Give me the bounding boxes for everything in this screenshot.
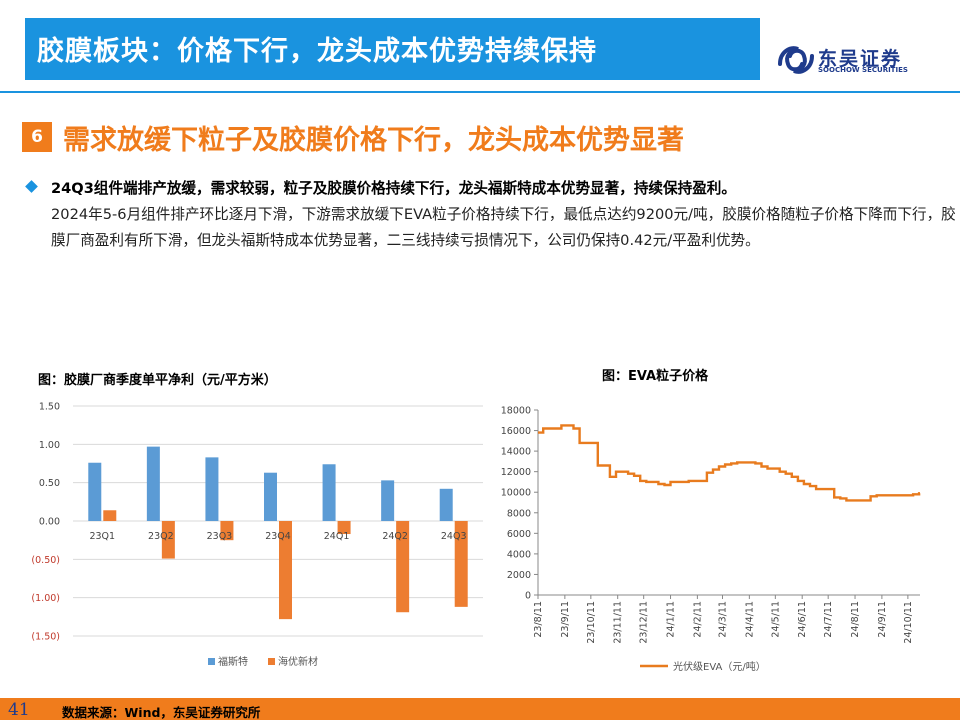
line-x-tick-label: 24/10/11 xyxy=(903,601,914,644)
line-x-tick-label: 23/12/11 xyxy=(639,601,650,644)
summary-lead: 24Q3组件端排产放缓，需求较弱，粒子及胶膜价格持续下行，龙头福斯特成本优势显著… xyxy=(51,180,736,197)
summary-paragraph: 24Q3组件端排产放缓，需求较弱，粒子及胶膜价格持续下行，龙头福斯特成本优势显著… xyxy=(51,176,960,254)
bar-fosite-23q2 xyxy=(146,446,160,521)
bar-legend-swatch xyxy=(208,658,215,665)
line-x-tick-label: 24/4/11 xyxy=(744,601,755,638)
bar-haiyou-24q3 xyxy=(454,521,468,607)
line-x-tick-label: 24/2/11 xyxy=(692,601,703,638)
bar-x-tick-label: 23Q1 xyxy=(89,531,115,542)
bar-haiyou-24q2 xyxy=(396,521,410,613)
bar-fosite-24q3 xyxy=(439,488,453,521)
logo-name-cn: 东吴证券 xyxy=(818,48,903,70)
line-x-tick-label: 23/9/11 xyxy=(560,601,571,638)
line-chart-title: 图：EVA粒子价格 xyxy=(602,368,709,384)
soochow-logo-icon xyxy=(778,46,814,74)
section-title: 需求放缓下粒子及胶膜价格下行，龙头成本优势显著 xyxy=(63,125,684,156)
bar-legend-label: 海优新材 xyxy=(278,655,318,668)
bar-y-tick-label: 0.00 xyxy=(39,517,60,528)
line-x-tick-label: 24/7/11 xyxy=(823,601,834,638)
bar-x-tick-label: 24Q3 xyxy=(441,531,467,542)
line-x-tick-label: 23/8/11 xyxy=(533,601,544,638)
bar-x-tick-label: 23Q4 xyxy=(265,531,291,542)
data-source-note: 数据来源：Wind，东吴证券研究所 xyxy=(62,705,261,720)
footer-bar xyxy=(0,698,960,720)
page-title: 胶膜板块：价格下行，龙头成本优势持续保持 xyxy=(37,36,597,67)
bar-y-tick-label: (1.50) xyxy=(31,632,60,643)
bar-x-tick-label: 23Q3 xyxy=(207,531,233,542)
page-number: 41 xyxy=(8,700,30,720)
line-x-tick-label: 24/8/11 xyxy=(850,601,861,638)
bar-x-tick-label: 24Q1 xyxy=(324,531,350,542)
bar-x-tick-label: 24Q2 xyxy=(382,531,408,542)
line-y-tick-label: 16000 xyxy=(501,426,531,437)
bar-y-tick-label: 1.00 xyxy=(39,440,60,451)
bar-y-tick-label: (1.00) xyxy=(31,593,60,604)
bar-y-tick-label: 1.50 xyxy=(39,402,60,413)
line-y-tick-label: 6000 xyxy=(507,529,531,540)
eva-price-line-chart: 图：EVA粒子价格 0 2000 4000 6000 8000 10000 12000 140… xyxy=(490,360,930,680)
line-y-tick-label: 12000 xyxy=(501,467,531,478)
bar-y-tick-label: (0.50) xyxy=(31,555,60,566)
bar-haiyou-23q3 xyxy=(220,521,234,541)
bar-chart-title: 图：胶膜厂商季度单平净利（元/平方米） xyxy=(38,372,277,388)
summary-body: 2024年5-6月组件排产环比逐月下滑，下游需求放缓下EVA粒子价格持续下行，最… xyxy=(51,206,956,249)
eva-price-line xyxy=(538,424,921,502)
line-y-tick-label: 18000 xyxy=(501,406,531,417)
header-divider xyxy=(0,91,960,93)
section-number-badge: 6 xyxy=(22,122,52,152)
line-x-tick-label: 24/9/11 xyxy=(877,601,888,638)
bar-y-tick-label: 0.50 xyxy=(39,478,60,489)
line-y-tick-label: 4000 xyxy=(507,549,531,560)
bar-fosite-23q1 xyxy=(88,462,102,521)
logo-name-en: SOOCHOW SECURITIES xyxy=(818,66,908,74)
eva-price-line-chart-svg: 图：EVA粒子价格 0 2000 4000 6000 8000 10000 12000 140… xyxy=(501,368,921,673)
line-x-tick-label: 24/3/11 xyxy=(718,601,729,638)
bar-fosite-24q1 xyxy=(322,464,336,521)
bar-legend-label: 福斯特 xyxy=(218,655,248,668)
diamond-bullet-icon xyxy=(25,180,38,193)
line-x-tick-label: 24/5/11 xyxy=(770,601,781,638)
line-legend-label: 光伏级EVA（元/吨） xyxy=(673,660,766,673)
profit-bar-chart: 图：胶膜厂商季度单平净利（元/平方米） 1.50 1.00 0.50 0.00 (0.5… xyxy=(28,360,488,680)
bar-haiyou-23q2 xyxy=(161,521,175,559)
bar-haiyou-23q1 xyxy=(103,510,117,521)
bar-fosite-23q4 xyxy=(264,472,277,521)
bar-haiyou-23q4 xyxy=(279,521,292,620)
bar-legend-swatch xyxy=(268,658,275,665)
bar-fosite-23q3 xyxy=(205,457,219,521)
line-x-tick-label: 23/11/11 xyxy=(613,601,624,644)
line-y-tick-label: 14000 xyxy=(501,447,531,458)
line-x-tick-label: 24/6/11 xyxy=(797,601,808,638)
line-y-tick-label: 0 xyxy=(525,591,531,602)
line-x-tick-label: 24/1/11 xyxy=(666,601,677,638)
line-y-tick-label: 10000 xyxy=(501,488,531,499)
line-y-tick-label: 2000 xyxy=(507,570,531,581)
line-y-tick-label: 8000 xyxy=(507,508,531,519)
bar-x-tick-label: 23Q2 xyxy=(148,531,174,542)
profit-bar-chart-svg: 图：胶膜厂商季度单平净利（元/平方米） 1.50 1.00 0.50 0.00 (0.5… xyxy=(31,372,483,668)
line-x-tick-label: 23/10/11 xyxy=(586,601,597,644)
header-banner: 胶膜板块：价格下行，龙头成本优势持续保持 xyxy=(25,18,760,80)
company-logo: 东吴证券 SOOCHOW SECURITIES xyxy=(776,40,926,80)
bar-haiyou-24q1 xyxy=(337,521,351,535)
bar-fosite-24q2 xyxy=(381,480,395,521)
